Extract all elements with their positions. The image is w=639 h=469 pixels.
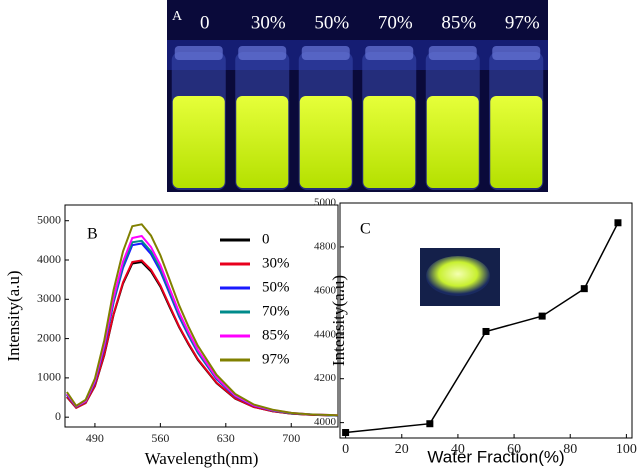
vial-label: 0	[200, 12, 210, 33]
panel-label: B	[87, 226, 98, 243]
y-tick-label: 5000	[37, 212, 61, 226]
vial-liquid	[426, 96, 479, 188]
vial-liquid	[363, 96, 416, 188]
x-tick-label: 490	[86, 431, 104, 445]
y-tick-label: 4000	[37, 252, 61, 266]
uv-glow	[167, 40, 548, 70]
series-line	[66, 223, 339, 417]
x-tick-label: 630	[217, 431, 235, 445]
y-tick-label: 5000	[314, 197, 337, 209]
x-tick-label: 60	[507, 442, 521, 457]
vial-label: 97%	[505, 12, 540, 33]
x-tick-label: 40	[451, 442, 465, 457]
panel-label: C	[360, 221, 371, 238]
x-tick-label: 560	[151, 431, 169, 445]
vial-label: 85%	[441, 12, 476, 33]
y-tick-label: 1000	[37, 370, 61, 384]
legend-label: 97%	[262, 351, 290, 367]
inset-photo	[420, 248, 500, 306]
vial-liquid	[490, 96, 543, 188]
x-tick-label: 700	[282, 431, 300, 445]
x-tick-label: 0	[342, 442, 349, 457]
y-axis-label: Intensity(a.u)	[4, 270, 23, 361]
vial-cap	[301, 46, 350, 60]
legend-label: 30%	[262, 255, 290, 271]
x-axis-label: Wavelength(nm)	[145, 449, 259, 468]
photo-background	[167, 0, 548, 192]
x-tick-label: 20	[395, 442, 409, 457]
y-axis-label: Intensity(a.u)	[329, 275, 348, 366]
vial-label: 50%	[314, 12, 349, 33]
x-tick-label: 100	[616, 442, 637, 457]
vial-cap	[365, 46, 414, 60]
series-line	[345, 222, 619, 434]
legend-label: 50%	[262, 279, 290, 295]
vial-liquid	[236, 96, 289, 188]
y-tick-label: 4600	[314, 284, 337, 296]
photo-panel: 0 30% 50% 70% 85% 97% A	[167, 0, 548, 192]
y-tick-label: 4400	[314, 328, 337, 340]
y-tick-label: 4200	[314, 372, 337, 384]
legend-label: 70%	[262, 303, 290, 319]
panel-label: A	[172, 9, 183, 24]
vial-cap	[174, 46, 223, 60]
data-point	[538, 312, 546, 320]
y-tick-label: 4000	[314, 416, 337, 428]
x-tick-label: 80	[563, 442, 577, 457]
y-tick-label: 4800	[314, 240, 337, 252]
vial-cap	[428, 46, 477, 60]
data-point	[482, 327, 490, 335]
vial-cap	[238, 46, 287, 60]
data-point	[426, 420, 434, 428]
data-point	[580, 285, 588, 293]
vial-liquid	[299, 96, 352, 188]
vial-liquid	[172, 96, 225, 188]
vial-label: 70%	[378, 12, 413, 33]
plot-frame	[339, 202, 633, 439]
plot-frame	[64, 204, 339, 428]
vial-cap	[492, 46, 541, 60]
x-axis-label: Water Fraction(%)	[427, 447, 564, 466]
legend-label: 0	[262, 231, 270, 247]
legend-label: 85%	[262, 327, 290, 343]
powder	[426, 256, 490, 296]
y-tick-label: 2000	[37, 330, 61, 344]
y-tick-label: 0	[55, 409, 61, 423]
data-point	[614, 219, 622, 227]
data-point	[342, 429, 350, 437]
series-line	[66, 259, 339, 417]
vial-label: 30%	[251, 12, 286, 33]
y-tick-label: 3000	[37, 291, 61, 305]
